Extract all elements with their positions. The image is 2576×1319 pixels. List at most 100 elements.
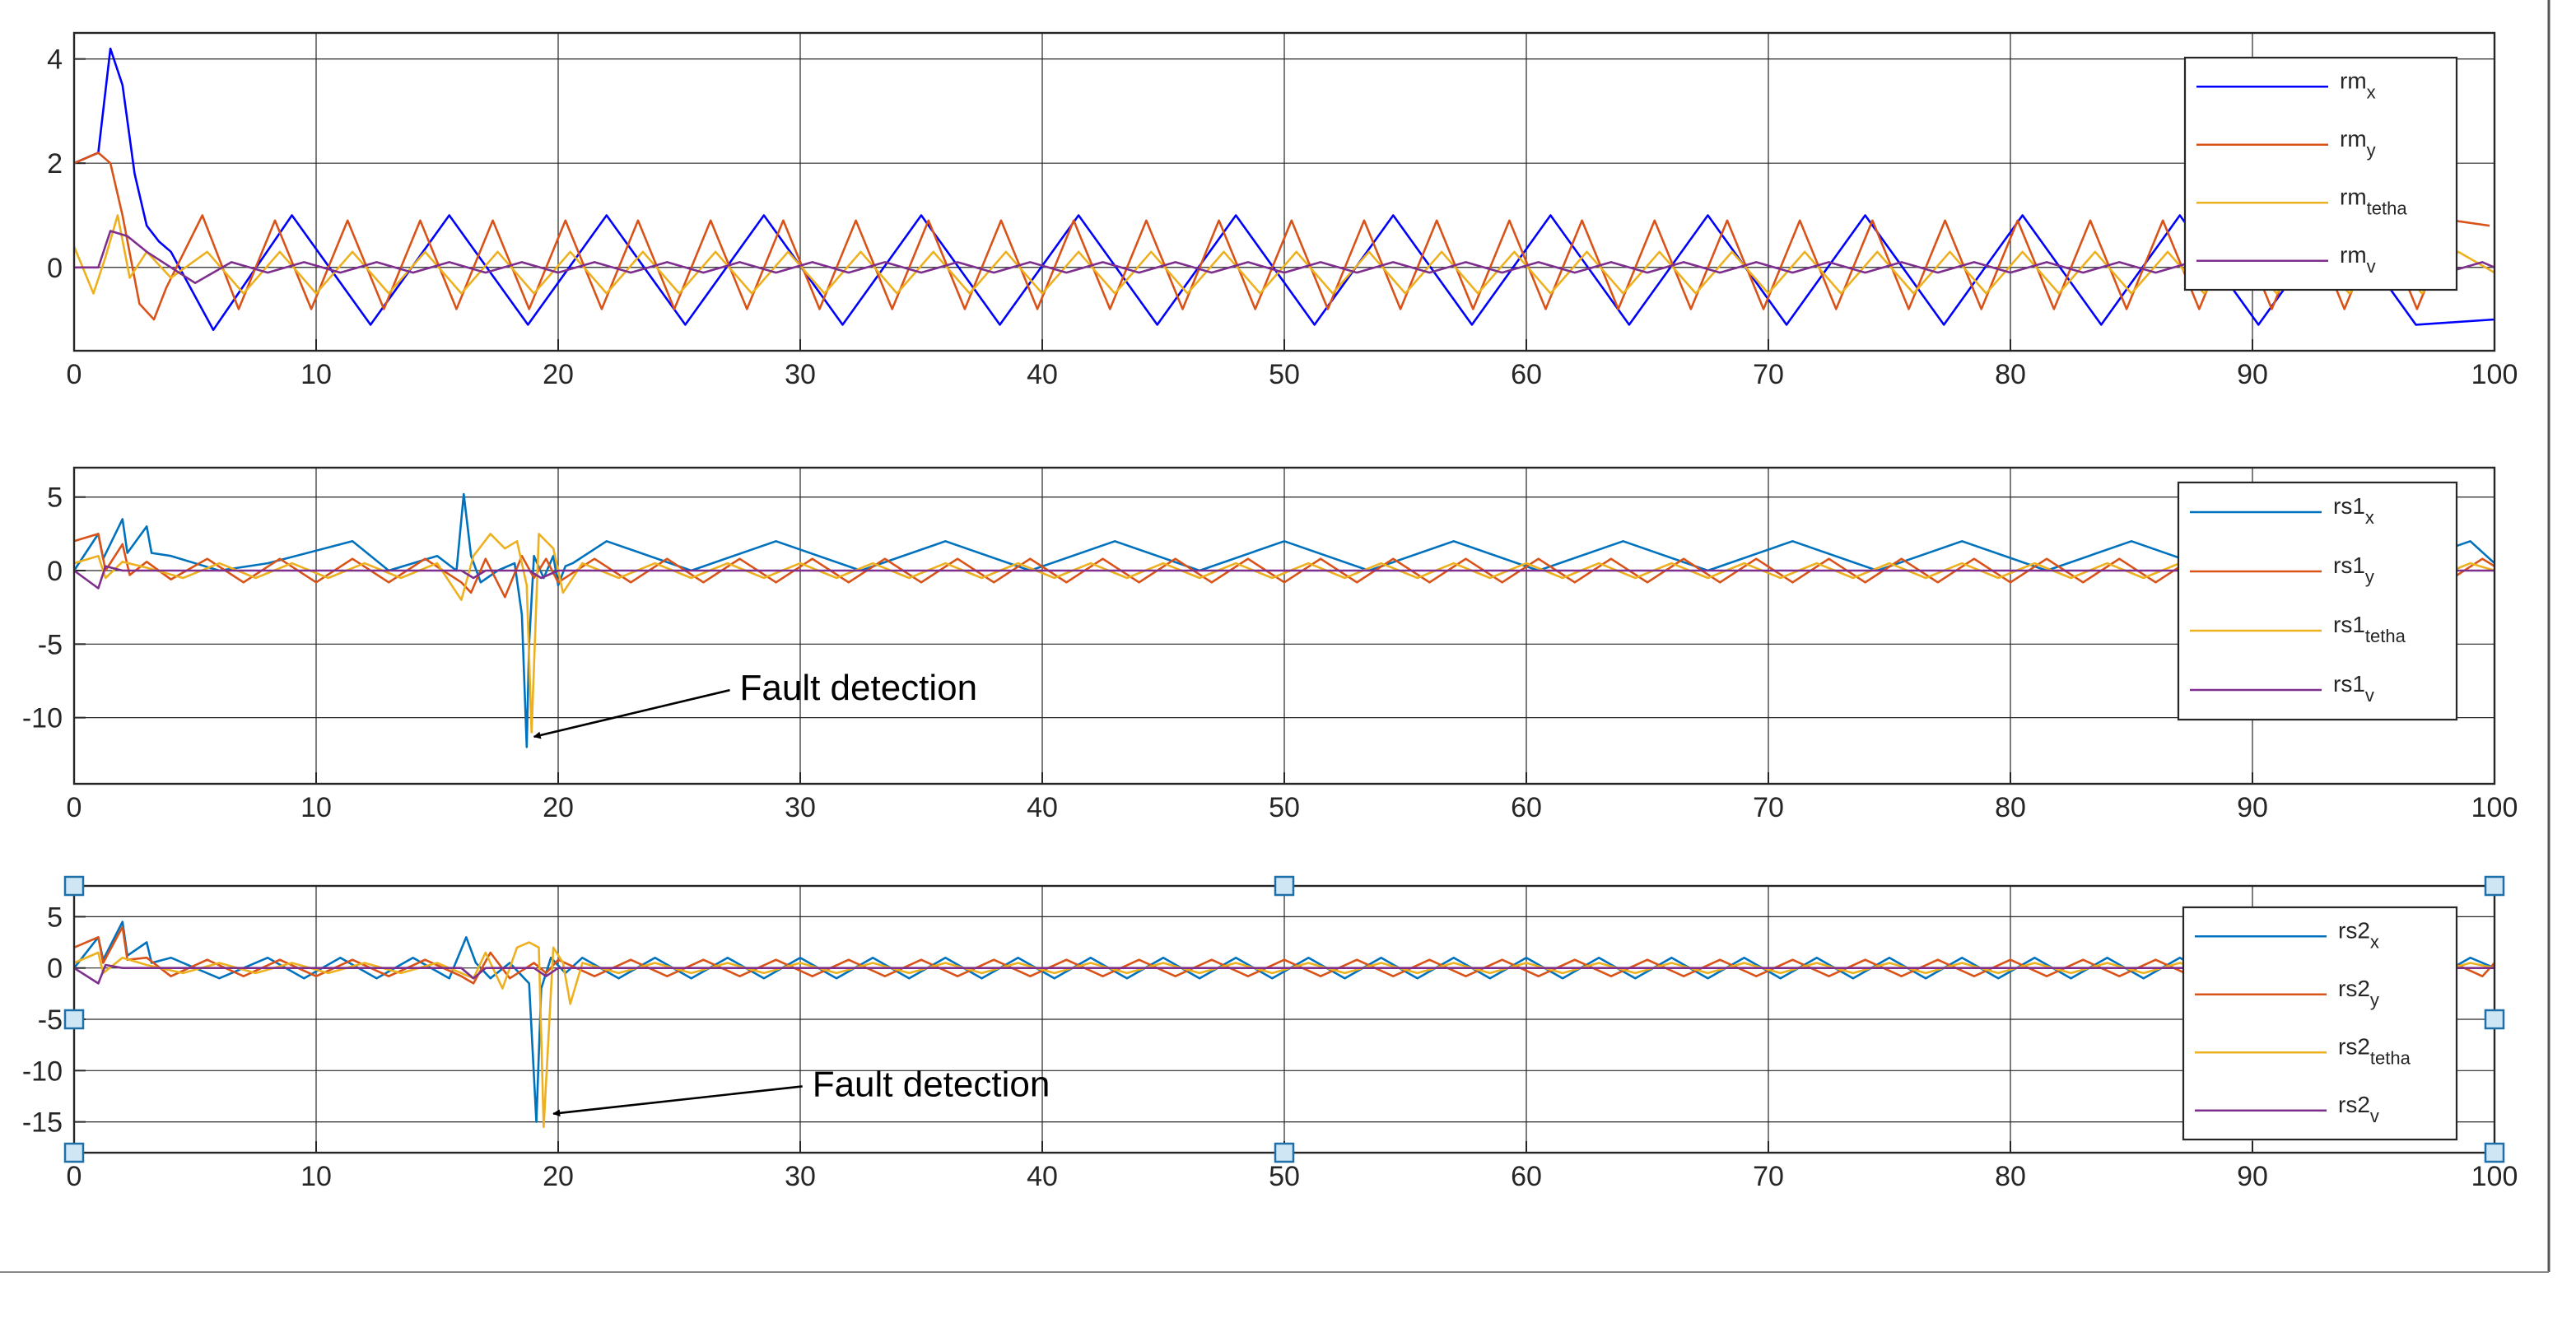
x-tick-label: 70: [1753, 1161, 1784, 1192]
series-line-rs1-v: [73, 565, 2494, 590]
x-tick-label: 60: [1511, 792, 1542, 823]
legend-label-base: rs1: [2333, 671, 2365, 697]
legend-label-rm-tetha: rmtetha: [2340, 184, 2407, 218]
legend-box: [2177, 481, 2458, 721]
legend-label-subscript: x: [2365, 507, 2374, 528]
x-tick-label: 30: [785, 359, 816, 390]
annotation-arrow: [552, 1085, 803, 1117]
x-tick-label: 70: [1753, 359, 1784, 390]
legend-label-subscript: y: [2367, 140, 2376, 161]
series-line-rm-y: [73, 151, 2490, 321]
legend-label-base: rs1: [2333, 612, 2365, 637]
x-tick-label: 20: [543, 1161, 574, 1192]
y-tick-label: -15: [22, 1107, 63, 1139]
legend-label-subscript: v: [2367, 256, 2376, 277]
x-tick-label: 40: [1027, 1161, 1058, 1192]
y-tick-label: 0: [47, 253, 63, 284]
selection-handle: [2484, 1142, 2505, 1163]
legend-label-base: rs2: [2338, 917, 2370, 943]
legend-label-rs2-y: rs2y: [2338, 976, 2379, 1010]
selection-handle: [63, 1009, 85, 1030]
legend-label-rs1-v: rs1v: [2333, 671, 2374, 706]
legend-label-rs2-x: rs2x: [2338, 917, 2379, 952]
selection-handle: [2484, 875, 2505, 897]
legend-label-subscript: tetha: [2370, 1047, 2411, 1068]
selection-handle: [1274, 1142, 1295, 1163]
x-tick-label: 40: [1027, 359, 1058, 390]
legend-label-rm-v: rmv: [2340, 242, 2376, 277]
x-tick-label: 90: [2237, 1161, 2268, 1192]
selection-handle: [63, 1142, 85, 1163]
x-tick-label: 20: [543, 359, 574, 390]
series-line-rm-x: [73, 47, 2495, 332]
x-tick-label: 80: [1995, 792, 2026, 823]
x-tick-label: 100: [2471, 359, 2518, 390]
series-line-rs2-v: [73, 963, 2494, 985]
legend-label-base: rm: [2340, 68, 2367, 93]
x-tick-label: 60: [1511, 359, 1542, 390]
y-tick-label: 2: [47, 148, 63, 179]
legend-label-base: rs2: [2338, 976, 2370, 1001]
legend-label-rs1-y: rs1y: [2333, 552, 2374, 587]
selection-handle: [1274, 875, 1295, 897]
y-tick-label: 5: [47, 902, 63, 933]
y-tick-label: 5: [47, 482, 63, 514]
x-tick-label: 40: [1027, 792, 1058, 823]
y-tick-label: -10: [22, 703, 63, 734]
x-tick-label: 10: [300, 792, 332, 823]
x-tick-label: 30: [785, 792, 816, 823]
legend-box: [2182, 906, 2458, 1141]
y-tick-label: -5: [38, 629, 63, 660]
legend-label-subscript: x: [2370, 931, 2379, 952]
selection-handle: [2484, 1009, 2505, 1030]
series-line-rs1-tetha: [73, 533, 2495, 734]
series-line-rm-v: [74, 230, 2495, 285]
x-tick-label: 0: [67, 1161, 82, 1192]
legend-label-subscript: y: [2370, 990, 2379, 1010]
legend-label-rs1-tetha: rs1tetha: [2333, 612, 2406, 646]
x-tick-label: 10: [300, 359, 332, 390]
legend-label-rm-y: rmy: [2340, 126, 2376, 161]
y-tick-label: 0: [47, 953, 63, 985]
y-tick-label: 4: [47, 44, 63, 76]
legend-label-rs1-x: rs1x: [2333, 493, 2374, 528]
x-tick-label: 60: [1511, 1161, 1542, 1192]
x-tick-label: 100: [2471, 1161, 2518, 1192]
legend-label-base: rm: [2340, 126, 2367, 151]
x-tick-label: 80: [1995, 359, 2026, 390]
x-tick-label: 0: [67, 792, 82, 823]
legend-label-subscript: tetha: [2367, 198, 2408, 218]
x-tick-label: 20: [543, 792, 574, 823]
series-line-rs2-y: [73, 925, 2495, 985]
legend-label-base: rs1: [2333, 552, 2365, 578]
x-tick-label: 90: [2237, 359, 2268, 390]
legend-label-base: rs1: [2333, 493, 2365, 519]
y-tick-label: 0: [47, 556, 63, 587]
x-tick-label: 10: [300, 1161, 332, 1192]
x-tick-label: 100: [2471, 792, 2518, 823]
y-tick-label: -10: [22, 1056, 63, 1087]
legend-label-subscript: v: [2365, 685, 2374, 706]
legend-label-rm-x: rmx: [2340, 68, 2376, 102]
x-tick-label: 90: [2237, 792, 2268, 823]
x-tick-label: 70: [1753, 792, 1784, 823]
legend-box: [2183, 56, 2458, 291]
x-tick-label: 50: [1269, 792, 1300, 823]
series-line-rm-tetha: [72, 214, 2495, 295]
series-line-rs1-x: [72, 492, 2495, 748]
axes-box: [72, 31, 2496, 352]
legend-label-base: rs2: [2338, 1033, 2370, 1059]
legend-label-base: rs2: [2338, 1092, 2370, 1117]
x-tick-label: 0: [67, 359, 82, 390]
legend-label-rs2-tetha: rs2tetha: [2338, 1033, 2411, 1068]
selection-handle: [63, 875, 85, 897]
legend-label-base: rm: [2340, 242, 2367, 268]
legend-label-subscript: x: [2367, 82, 2376, 102]
legend-label-base: rm: [2340, 184, 2367, 209]
annotation-arrow: [533, 688, 730, 739]
x-tick-label: 80: [1995, 1161, 2026, 1192]
annotation-text: Fault detection: [740, 668, 978, 708]
x-tick-label: 30: [785, 1161, 816, 1192]
legend-label-subscript: y: [2365, 566, 2374, 587]
